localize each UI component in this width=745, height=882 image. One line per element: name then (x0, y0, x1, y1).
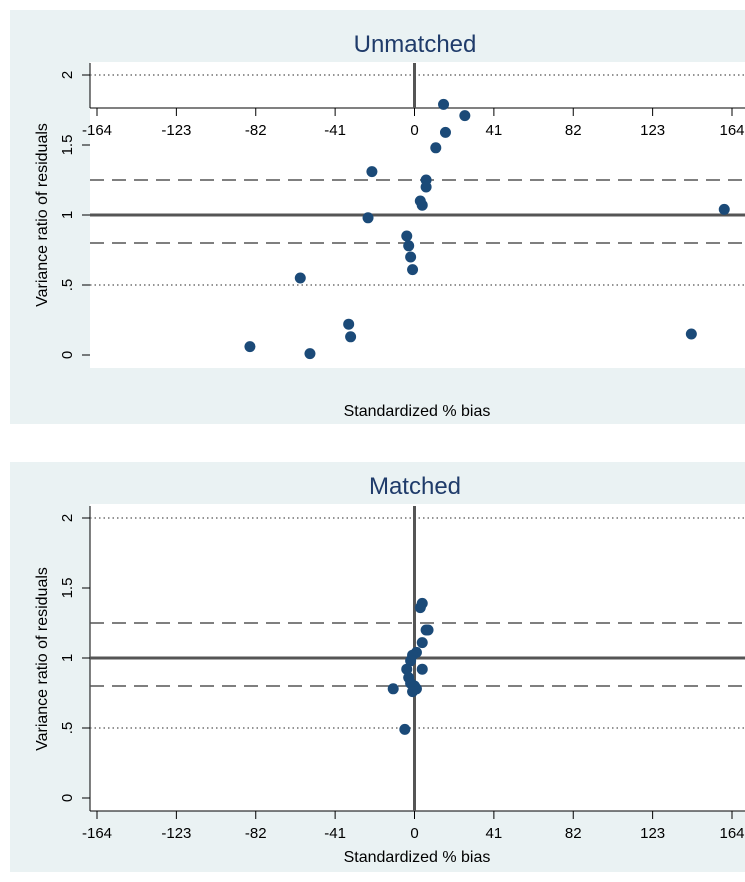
data-point (294, 272, 306, 284)
data-point (345, 331, 357, 343)
data-point (420, 181, 432, 193)
y-axis-label: Variance ratio of residuals (34, 567, 51, 751)
data-point (430, 142, 442, 154)
y-tick-label: 1 (59, 654, 76, 662)
x-tick-label: 164 (719, 122, 744, 139)
y-tick-label: 1.5 (59, 578, 76, 599)
chart-title: Unmatched (354, 31, 477, 58)
x-tick-label: 0 (410, 825, 418, 842)
data-point (244, 341, 256, 353)
data-point (685, 328, 697, 340)
y-tick-label: 1.5 (59, 135, 76, 156)
data-point (405, 655, 417, 667)
data-point (459, 110, 471, 122)
data-point (387, 683, 399, 695)
panel-matched: Matched Standardized % bias Variance rat… (34, 473, 745, 866)
y-tick-label: .5 (59, 279, 76, 292)
x-tick-label: 123 (640, 825, 665, 842)
data-point (304, 348, 316, 360)
x-tick-label: -41 (324, 122, 346, 139)
y-tick-label: 0 (59, 351, 76, 359)
panel-unmatched: Unmatched Standardized % bias Variance r… (34, 31, 745, 420)
data-point (416, 199, 428, 211)
x-tick-label: -123 (161, 122, 191, 139)
data-point (416, 663, 428, 675)
x-tick-label: -82 (245, 122, 267, 139)
y-tick-label: .5 (59, 722, 76, 735)
data-point (401, 663, 413, 675)
data-point (343, 318, 355, 330)
data-point (407, 686, 419, 698)
x-tick-label: -82 (245, 825, 267, 842)
chart-title: Matched (369, 473, 461, 500)
x-tick-label: 123 (640, 122, 665, 139)
x-tick-label: 164 (719, 825, 744, 842)
y-tick-label: 2 (59, 71, 76, 79)
data-point (439, 126, 451, 138)
y-tick-label: 0 (59, 794, 76, 802)
data-point (405, 251, 417, 263)
y-tick-label: 1 (59, 211, 76, 219)
data-point (416, 637, 428, 649)
x-tick-label: -41 (324, 825, 346, 842)
x-tick-label: 82 (565, 122, 582, 139)
x-tick-label: 41 (486, 122, 503, 139)
x-tick-label: -123 (161, 825, 191, 842)
data-point (718, 203, 730, 215)
x-tick-label: -164 (82, 122, 112, 139)
data-point (366, 166, 378, 178)
x-tick-label: 82 (565, 825, 582, 842)
x-tick-label: 0 (410, 122, 418, 139)
data-point (403, 240, 415, 252)
x-axis-label: Standardized % bias (344, 403, 491, 420)
x-tick-label: -164 (82, 825, 112, 842)
data-point (407, 264, 419, 276)
data-point (414, 602, 426, 614)
data-point (399, 723, 411, 735)
data-point (362, 212, 374, 224)
data-point (401, 230, 413, 242)
y-axis-label: Variance ratio of residuals (34, 123, 51, 307)
x-tick-label: 41 (486, 825, 503, 842)
data-point (438, 98, 450, 110)
x-axis-label: Standardized % bias (344, 849, 491, 866)
data-point (422, 624, 434, 636)
y-tick-label: 2 (59, 514, 76, 522)
